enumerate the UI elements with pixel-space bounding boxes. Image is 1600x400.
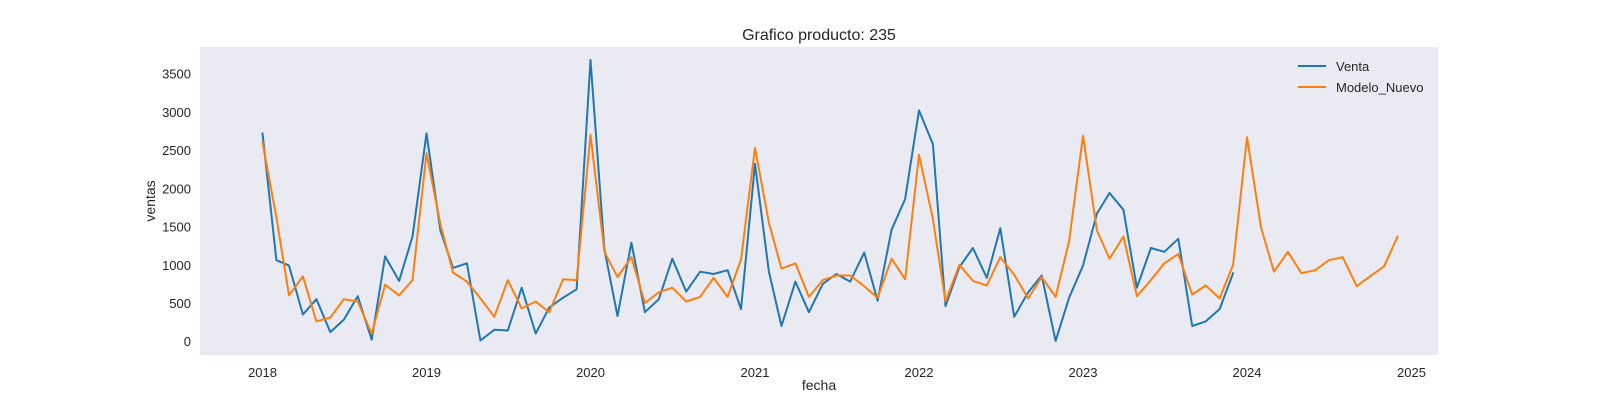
chart-title: Grafico producto: 235 xyxy=(742,27,896,44)
plot-background xyxy=(200,47,1438,355)
y-tick-label: 500 xyxy=(169,296,191,311)
x-axis-label: fecha xyxy=(802,377,836,393)
y-axis-label: ventas xyxy=(142,180,158,221)
x-tick-label: 2020 xyxy=(576,365,605,380)
x-tick-label: 2023 xyxy=(1069,365,1098,380)
legend-label: Venta xyxy=(1336,59,1370,74)
legend-label: Modelo_Nuevo xyxy=(1336,80,1423,95)
series-line-modelo-nuevo xyxy=(261,133,1399,335)
y-tick-label: 0 xyxy=(184,334,191,349)
y-tick-label: 2000 xyxy=(162,181,191,196)
series-line-venta xyxy=(261,59,1235,342)
x-tick-label: 2022 xyxy=(905,365,934,380)
y-axis-ticks: 0 500 1000 1500 2000 2500 3000 3500 xyxy=(162,67,191,349)
series-lines xyxy=(261,59,1399,342)
y-tick-label: 2500 xyxy=(162,143,191,158)
x-tick-label: 2018 xyxy=(248,365,277,380)
y-tick-label: 3500 xyxy=(162,67,191,82)
y-tick-label: 1500 xyxy=(162,220,191,235)
y-tick-label: 3000 xyxy=(162,105,191,120)
x-tick-label: 2024 xyxy=(1233,365,1262,380)
x-tick-label: 2025 xyxy=(1397,365,1426,380)
x-tick-label: 2021 xyxy=(741,365,770,380)
legend: Venta Modelo_Nuevo xyxy=(1298,59,1423,95)
x-axis-ticks: 2018 2019 2020 2021 2022 2023 2024 2025 xyxy=(248,365,1426,380)
x-tick-label: 2019 xyxy=(412,365,441,380)
y-tick-label: 1000 xyxy=(162,258,191,273)
